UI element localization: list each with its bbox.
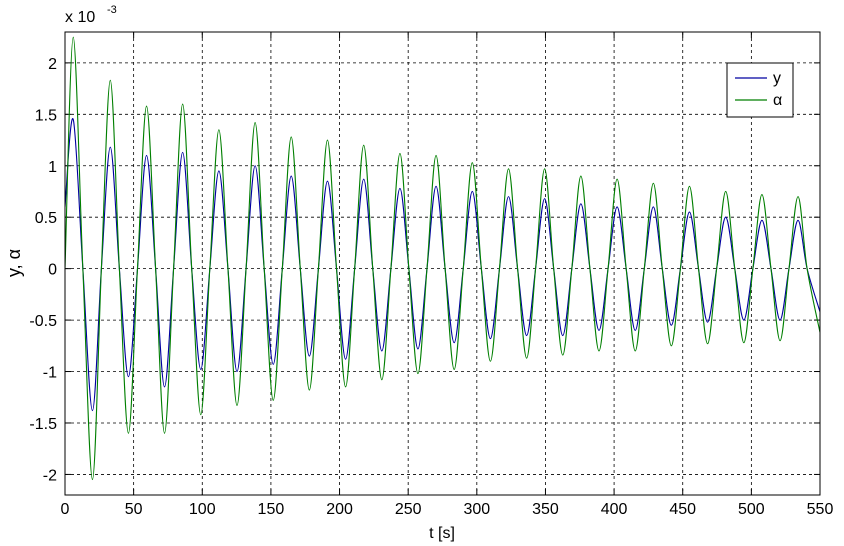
y-multiplier-exponent: -3: [107, 4, 117, 16]
legend-label: y: [773, 70, 781, 87]
x-tick-label: 450: [669, 501, 696, 518]
legend-box: [726, 62, 794, 118]
x-tick-label: 200: [326, 501, 353, 518]
legend-label: α: [773, 92, 782, 109]
y-tick-label: -1: [43, 365, 57, 382]
y-tick-label: 1: [48, 159, 57, 176]
y-axis-label: y, α: [4, 249, 24, 277]
y-tick-label: -2: [43, 467, 57, 484]
line-series: [65, 36, 820, 481]
y-tick-label: 0: [48, 262, 57, 279]
y-tick-label: -1.5: [29, 416, 57, 433]
y-tick-label: 2: [48, 56, 57, 73]
x-tick-label: 500: [738, 501, 765, 518]
x-tick-label: 550: [807, 501, 834, 518]
y-tick-label: 0.5: [35, 210, 57, 227]
y-multiplier: x 10: [65, 9, 95, 26]
series-group: [65, 36, 820, 481]
plot-area: [65, 32, 820, 495]
x-tick-label: 100: [189, 501, 216, 518]
x-tick-label: 0: [61, 501, 70, 518]
x-tick-label: 250: [395, 501, 422, 518]
x-tick-label: 300: [463, 501, 490, 518]
x-tick-label: 50: [125, 501, 143, 518]
x-tick-label: 150: [258, 501, 285, 518]
x-tick-label: 400: [601, 501, 628, 518]
x-axis-label: t [s]: [429, 525, 455, 542]
axes-box: [64, 31, 821, 496]
y-tick-label: 1.5: [35, 107, 57, 124]
x-tick-label: 350: [532, 501, 559, 518]
y-tick-label: -0.5: [29, 313, 57, 330]
